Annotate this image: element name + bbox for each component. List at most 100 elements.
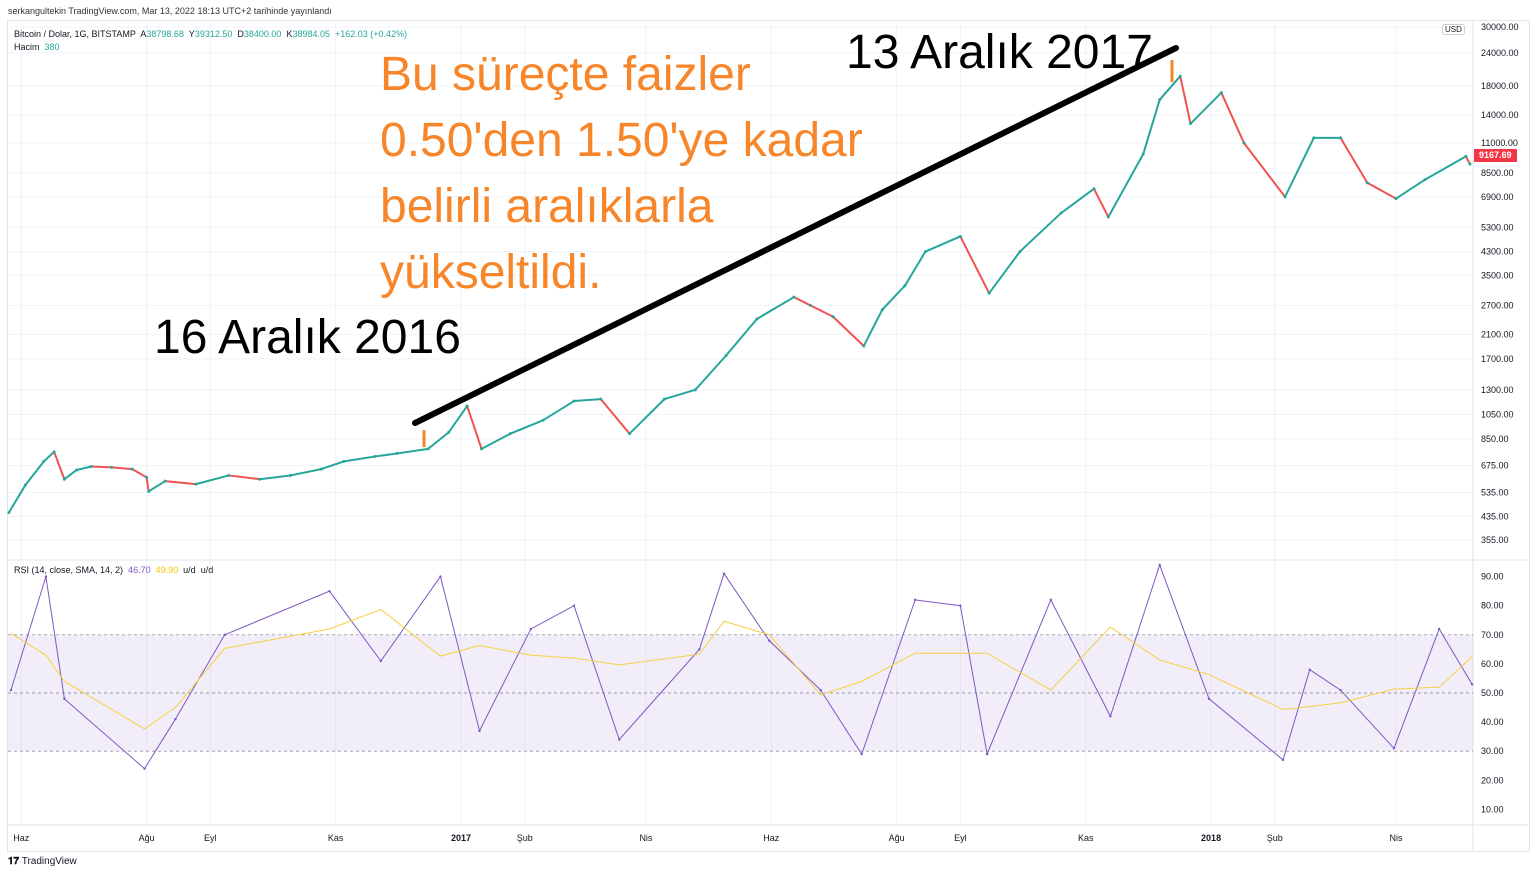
price-segment	[131, 468, 148, 479]
volume-value: 380	[44, 42, 60, 52]
price-tick-label: 675.00	[1481, 461, 1509, 471]
rsi-point	[698, 648, 701, 651]
rsi-tick-label: 60.00	[1481, 659, 1504, 669]
price-point	[862, 344, 866, 348]
open-label: A	[140, 29, 147, 39]
low-value: 38400.00	[243, 29, 282, 39]
price-point	[1059, 211, 1063, 215]
rsi-ud-2: u/d	[200, 565, 214, 575]
price-point	[395, 451, 399, 455]
price-tick-label: 1300.00	[1481, 385, 1514, 395]
price-point	[288, 473, 292, 477]
price-point	[373, 455, 377, 459]
price-tick-label: 1050.00	[1481, 410, 1514, 420]
price-point	[1178, 74, 1182, 78]
rsi-point	[1281, 758, 1285, 762]
price-point	[1219, 91, 1223, 95]
rsi-point	[572, 604, 576, 607]
price-segment	[1339, 137, 1369, 184]
rsi-point	[1308, 668, 1311, 671]
rsi-value: 46.70	[128, 565, 151, 575]
price-point	[480, 447, 484, 451]
symbol-legend: Bitcoin / Dolar, 1G, BITSTAMP A38798.68 …	[14, 28, 407, 54]
price-point	[599, 397, 603, 401]
rsi-sma-value: 49.90	[155, 565, 179, 575]
rsi-point	[44, 575, 48, 578]
price-tick-label: 18000.00	[1481, 81, 1519, 91]
rsi-point	[913, 598, 917, 602]
price-segment	[862, 309, 884, 347]
time-tick-label: Ağu	[889, 833, 905, 843]
rsi-point	[768, 639, 771, 642]
price-point	[447, 430, 451, 434]
time-tick-label: Nis	[1390, 833, 1403, 843]
publish-info: serkangultekin TradingView.com, Mar 13, …	[8, 6, 332, 16]
price-segment	[809, 304, 834, 318]
tradingview-logo[interactable]: 𝟏𝟕 TradingView	[8, 856, 77, 867]
price-segment	[447, 405, 468, 433]
price-segment	[164, 480, 197, 486]
currency-badge[interactable]: USD	[1442, 24, 1465, 35]
price-tick-label: 30000.00	[1481, 22, 1519, 32]
price-point	[508, 432, 512, 436]
price-point	[880, 308, 884, 312]
price-segment	[925, 235, 961, 253]
price-point	[1092, 187, 1096, 191]
price-point	[958, 234, 962, 238]
rsi-sma-line	[10, 609, 1473, 730]
chart-frame[interactable]	[7, 20, 1530, 852]
price-segment	[8, 484, 27, 514]
rsi-point	[985, 752, 989, 756]
price-segment	[148, 480, 166, 493]
price-point	[1242, 141, 1246, 145]
price-segment	[664, 388, 696, 401]
rsi-point	[1049, 598, 1052, 602]
rsi-tick-label: 30.00	[1481, 746, 1504, 756]
price-tick-label: 5300.00	[1481, 222, 1514, 232]
open-value: 38798.68	[146, 29, 184, 39]
close-label: K	[286, 29, 293, 39]
time-tick-label: Eyl	[204, 833, 217, 843]
trend-line	[412, 45, 1179, 426]
price-segment	[599, 398, 631, 435]
price-point	[62, 477, 66, 481]
price-point	[342, 459, 346, 463]
price-point	[1394, 197, 1398, 201]
price-segment	[195, 474, 230, 486]
price-point	[1018, 250, 1022, 254]
rsi-point	[819, 688, 822, 692]
annotation-line: yükseltildi.	[380, 246, 602, 299]
price-segment	[1060, 188, 1095, 214]
price-point	[903, 284, 907, 288]
price-segment	[542, 400, 575, 422]
price-segment	[43, 451, 55, 463]
rsi-label[interactable]: RSI (14, close, SMA, 14, 2)	[14, 565, 124, 575]
price-point	[662, 397, 666, 401]
rsi-point	[1207, 697, 1211, 701]
price-segment	[881, 285, 906, 311]
price-point	[163, 479, 167, 483]
rsi-tick-label: 80.00	[1481, 601, 1504, 611]
rsi-tick-label: 40.00	[1481, 717, 1504, 727]
price-segment	[290, 468, 322, 477]
volume-label[interactable]: Hacim	[14, 42, 40, 52]
price-segment	[481, 432, 511, 450]
price-segment	[628, 398, 666, 435]
price-segment	[111, 466, 133, 471]
rsi-point	[63, 697, 66, 701]
rsi-point	[529, 627, 533, 631]
price-segment	[573, 398, 601, 403]
symbol-name[interactable]: Bitcoin / Dolar, 1G, BITSTAMP	[14, 29, 136, 39]
price-segment	[1189, 91, 1223, 125]
time-tick-label: Eyl	[954, 833, 967, 843]
time-tick-label: 2017	[451, 833, 471, 843]
price-segment	[76, 465, 92, 471]
price-point	[628, 432, 632, 436]
price-tick-label: 6900.00	[1481, 192, 1514, 202]
price-segment	[1158, 75, 1182, 101]
time-tick-label: 2018	[1201, 833, 1221, 843]
price-segment	[1284, 137, 1315, 198]
time-tick-label: Haz	[763, 833, 780, 843]
price-point	[23, 483, 27, 487]
